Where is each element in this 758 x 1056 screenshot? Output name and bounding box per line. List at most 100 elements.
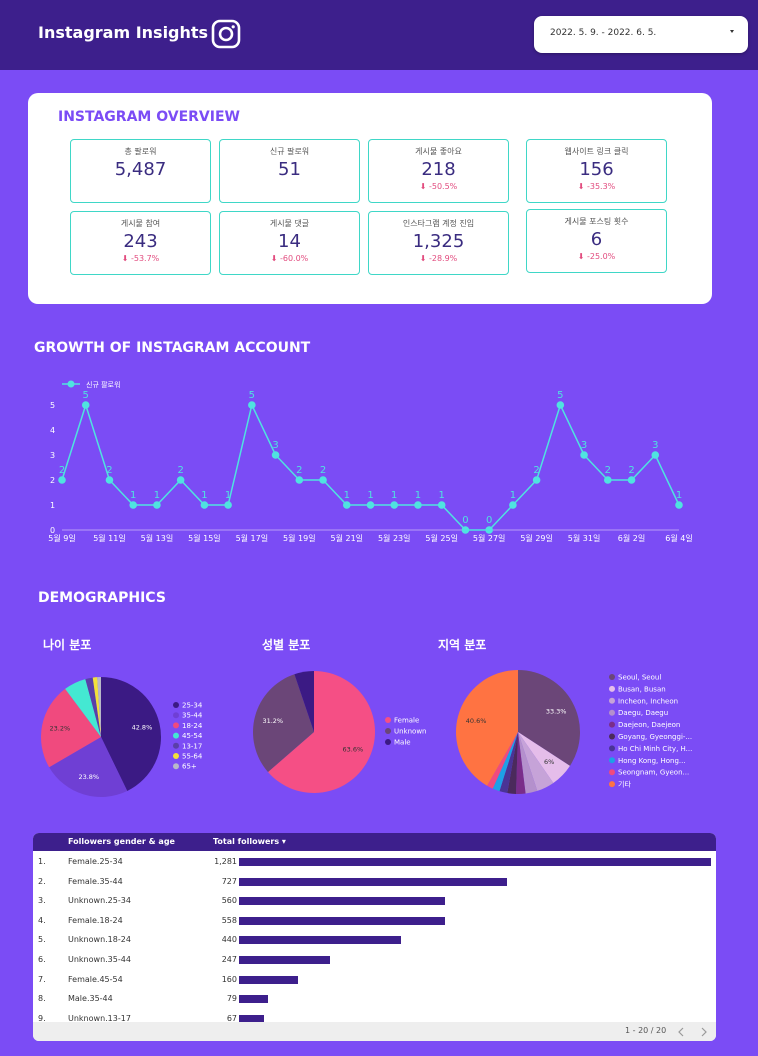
data-point <box>248 401 256 409</box>
legend-label: Busan, Busan <box>618 685 666 693</box>
data-label: 3 <box>272 440 278 451</box>
table-row: 9. Unknown.13-17 67 <box>33 1010 716 1029</box>
kpi-card: 총 팔로워 5,487 <box>70 139 211 203</box>
kpi-value: 6 <box>590 229 603 250</box>
x-tick-label: 5월 13일 <box>141 533 174 543</box>
legend-label: 18-24 <box>182 722 203 730</box>
kpi-value: 218 <box>421 159 456 180</box>
legend-swatch <box>609 721 615 728</box>
row-bar <box>239 995 269 1004</box>
data-point <box>390 501 399 509</box>
table-row: 7. Female.45-54 160 <box>33 971 716 990</box>
data-label: 3 <box>581 440 587 451</box>
chevron-left-icon[interactable] <box>677 1027 685 1037</box>
legend-swatch <box>385 717 391 723</box>
legend-swatch <box>609 769 615 776</box>
legend-swatch <box>173 763 179 770</box>
data-point <box>129 501 137 509</box>
pie-slice <box>499 732 518 794</box>
growth-title: GROWTH OF INSTAGRAM ACCOUNT <box>34 340 311 356</box>
legend-swatch <box>173 722 179 729</box>
pie-slice <box>518 732 554 791</box>
age-chart-title: 나이 분포 <box>43 638 92 652</box>
pie-slice <box>267 671 375 793</box>
column-header-gender-age[interactable]: Followers gender & age <box>68 837 175 846</box>
table-row: 2. Female.35-44 727 <box>33 873 716 892</box>
data-label: 5 <box>83 390 89 401</box>
legend-label: Unknown <box>394 728 427 736</box>
row-value: 560 <box>221 896 237 906</box>
legend-swatch <box>609 757 615 764</box>
kpi-label: 게시물 댓글 <box>269 219 310 228</box>
kpi-delta: ⬇ -28.9% <box>419 254 458 263</box>
table-row: 5. Unknown.18-24 440 <box>33 931 716 950</box>
demographics-pie-charts: 42.8% 23.8% 23.2% 25-34 35-44 18-24 45-54 13-17… <box>41 670 692 797</box>
header-bar: Instagram Insights 2022. 5. 9. - 2022. 6… <box>0 0 758 70</box>
row-rank: 2. <box>38 876 46 886</box>
app-title: Instagram Insights <box>38 23 209 42</box>
followers-table: Followers gender & age Total followers ▾… <box>33 833 716 1041</box>
pie-slice <box>516 732 526 794</box>
table-footer: 1 - 20 / 20 <box>33 1022 716 1041</box>
legend-swatch <box>609 745 615 752</box>
data-label: 5 <box>557 390 563 401</box>
pie-slice <box>101 677 161 791</box>
kpi-label: 인스타그램 계정 진입 <box>402 219 475 228</box>
data-point <box>366 501 375 509</box>
slice-label: 63.6% <box>343 746 364 754</box>
legend-label: Male <box>394 739 411 747</box>
slice-label: 33.3% <box>546 707 567 715</box>
row-category: Female.45-54 <box>68 974 123 984</box>
kpi-delta: ⬇ -53.7% <box>121 254 160 263</box>
data-label: 1 <box>391 490 397 501</box>
kpi-delta: ⬇ -50.5% <box>419 182 458 191</box>
date-range-picker[interactable]: 2022. 5. 9. - 2022. 6. 5. <box>534 16 748 53</box>
chevron-right-icon[interactable] <box>700 1027 708 1037</box>
data-point <box>414 501 422 509</box>
x-tick-label: 5월 17일 <box>236 533 269 543</box>
pie-slice <box>518 670 580 766</box>
data-point <box>176 476 185 484</box>
legend-swatch <box>609 685 615 692</box>
row-value: 558 <box>221 915 237 925</box>
data-label: 3 <box>652 440 658 451</box>
kpi-card: 게시물 참여 243 ⬇ -53.7% <box>70 211 211 275</box>
pie-slice <box>294 671 314 732</box>
region-chart-title: 지역 분포 <box>438 638 487 652</box>
row-bar <box>239 956 330 964</box>
kpi-value: 5,487 <box>114 159 167 180</box>
legend-label: Goyang, Gyeonggi-... <box>618 733 692 741</box>
pie-slice <box>85 677 101 737</box>
x-tick-label: 5월 23일 <box>378 533 411 543</box>
data-point <box>556 401 565 409</box>
slice-label: 23.8% <box>78 773 99 781</box>
pagination-label: 1 - 20 / 20 <box>625 1026 667 1035</box>
data-point <box>509 501 517 509</box>
legend-label: 신규 팔로워 <box>86 380 120 389</box>
legend-marker <box>67 380 75 388</box>
legend-swatch <box>609 709 615 716</box>
row-value: 160 <box>221 974 237 984</box>
legend-label: 65+ <box>182 763 197 771</box>
pie-slice <box>97 677 101 737</box>
y-tick-label: 3 <box>50 451 55 460</box>
y-tick-label: 4 <box>50 426 55 435</box>
legend-label: Hong Kong, Hong... <box>618 757 686 765</box>
legend-swatch <box>609 781 615 788</box>
kpi-card: 게시물 포스팅 횟수 6 ⬇ -25.0% <box>526 209 667 273</box>
kpi-card: 웹사이트 링크 클릭 156 ⬇ -35.3% <box>526 139 667 203</box>
row-bar <box>239 916 445 925</box>
row-rank: 4. <box>38 915 46 925</box>
pie-slice <box>507 732 518 794</box>
legend-swatch <box>173 712 179 719</box>
data-label: 1 <box>130 490 136 501</box>
pie-slice <box>92 677 101 737</box>
kpi-card: 게시물 댓글 14 ⬇ -60.0% <box>219 211 360 275</box>
x-tick-label: 5월 31일 <box>568 533 601 543</box>
data-label: 1 <box>154 490 160 501</box>
row-category: Unknown.35-44 <box>68 955 131 964</box>
legend-label: Seoul, Seoul <box>618 674 661 682</box>
column-header-total-followers[interactable]: Total followers ▾ <box>213 837 286 846</box>
data-point <box>651 451 660 459</box>
